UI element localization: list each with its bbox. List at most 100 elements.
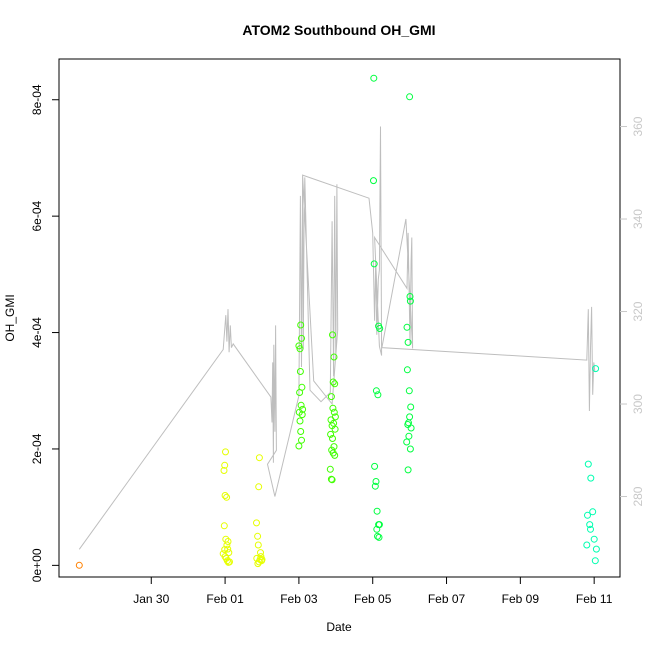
data-point [331,380,339,388]
series-line [78,126,596,550]
data-point [591,557,599,565]
data-point [405,432,413,440]
data-point [406,297,414,305]
data-point [404,338,412,346]
data-point [370,260,378,268]
data-point [254,541,262,549]
data-point [373,507,381,515]
data-point [297,428,305,435]
data-point [296,417,304,425]
data-point [372,478,380,485]
data-point [220,522,228,530]
data-point [374,532,381,540]
data-point [403,438,411,446]
y-axis-right: 280 300 320 340 360 [620,116,645,507]
data-point [592,365,600,373]
data-point [589,508,597,516]
data-point [374,391,382,399]
data-point [406,445,414,453]
data-point [296,368,304,375]
data-point [330,353,338,361]
data-point [404,466,412,474]
data-point [590,535,598,543]
data-point [326,465,334,473]
y2-tick-label: 300 [631,394,645,414]
x-tick-label: Feb 11 [576,592,613,606]
data-point [372,387,380,395]
data-point [224,545,232,553]
y2-tick-label: 360 [631,116,645,136]
x-tick-label: Feb 03 [280,592,318,606]
data-point [407,403,415,411]
data-point [584,511,591,519]
y2-tick-label: 340 [631,209,645,229]
line-series-layer [78,126,596,550]
chart-title: ATOM2 Southbound OH_GMI [242,22,435,38]
data-point [331,451,339,459]
data-point [327,430,335,438]
plot-frame [58,58,621,578]
y-tick-label: 2e-04 [30,433,44,464]
data-point [295,442,303,450]
data-point [370,177,377,185]
y2-tick-label: 320 [631,301,645,321]
data-point [376,325,384,332]
data-point [583,541,591,549]
y-tick-label: 4e-04 [30,317,44,348]
data-point [406,293,414,300]
data-point [298,411,306,419]
data-point [586,521,594,529]
x-axis-label: Date [326,620,352,634]
data-point [331,425,339,433]
data-point [592,545,600,553]
y-tick-label: 6e-04 [30,200,44,231]
data-point [371,482,379,490]
data-point [373,525,381,533]
y-axis-label: OH_GMI [3,294,17,341]
data-point [221,553,229,561]
data-point [257,549,264,557]
data-point [221,492,229,499]
data-point [296,389,304,396]
data-point [587,474,595,482]
x-tick-label: Feb 07 [428,592,466,606]
data-point [406,93,414,101]
data-point [405,387,413,395]
data-point [370,74,378,82]
data-point [297,321,305,329]
x-tick-label: Jan 30 [133,592,169,606]
data-point [406,413,414,421]
data-point [330,408,338,416]
data-point [255,454,263,462]
data-point [375,533,383,541]
y2-tick-label: 280 [631,486,645,506]
data-point [329,435,336,442]
data-point [371,462,379,470]
data-point [223,493,231,501]
data-point [295,342,303,350]
x-tick-label: Feb 09 [502,592,540,606]
data-point [403,323,411,331]
data-point [220,467,228,474]
y-tick-label: 0e+00 [30,548,44,582]
data-point [327,393,335,401]
data-point [587,525,594,533]
data-point [226,558,233,566]
data-point [224,538,232,545]
data-point [221,461,229,469]
data-point [407,424,415,432]
x-axis: Jan 30 Feb 01 Feb 03 Feb 05 Feb 07 Feb 09 Feb … [133,577,613,606]
data-point [255,483,263,491]
data-point [225,549,233,557]
data-point [253,519,260,527]
data-point [298,334,305,342]
data-point [403,366,411,374]
data-point [258,556,266,563]
y-axis-left: 0e+00 2e-04 4e-04 6e-04 8e-04 [30,84,59,582]
data-point [298,436,305,444]
data-point [221,546,229,554]
data-point [584,460,592,468]
data-point [329,378,337,386]
y-tick-label: 8e-04 [30,84,44,115]
data-point [254,560,262,568]
